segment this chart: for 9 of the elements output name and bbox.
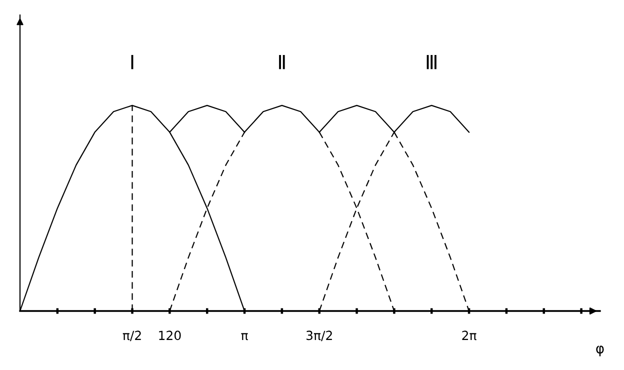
x-tick-label: π bbox=[241, 333, 248, 340]
x-tick-label: 2π bbox=[462, 330, 476, 340]
x-axis-title: φ bbox=[596, 346, 604, 356]
x-tick-label: 120 bbox=[159, 330, 181, 340]
x-tick-label: π/2 bbox=[122, 330, 141, 342]
annotation: Ⅰ bbox=[131, 54, 134, 70]
annotation: Ⅱ bbox=[279, 54, 285, 70]
annotation: Ⅲ bbox=[426, 54, 436, 70]
x-tick-label: 3π/2 bbox=[306, 330, 332, 342]
